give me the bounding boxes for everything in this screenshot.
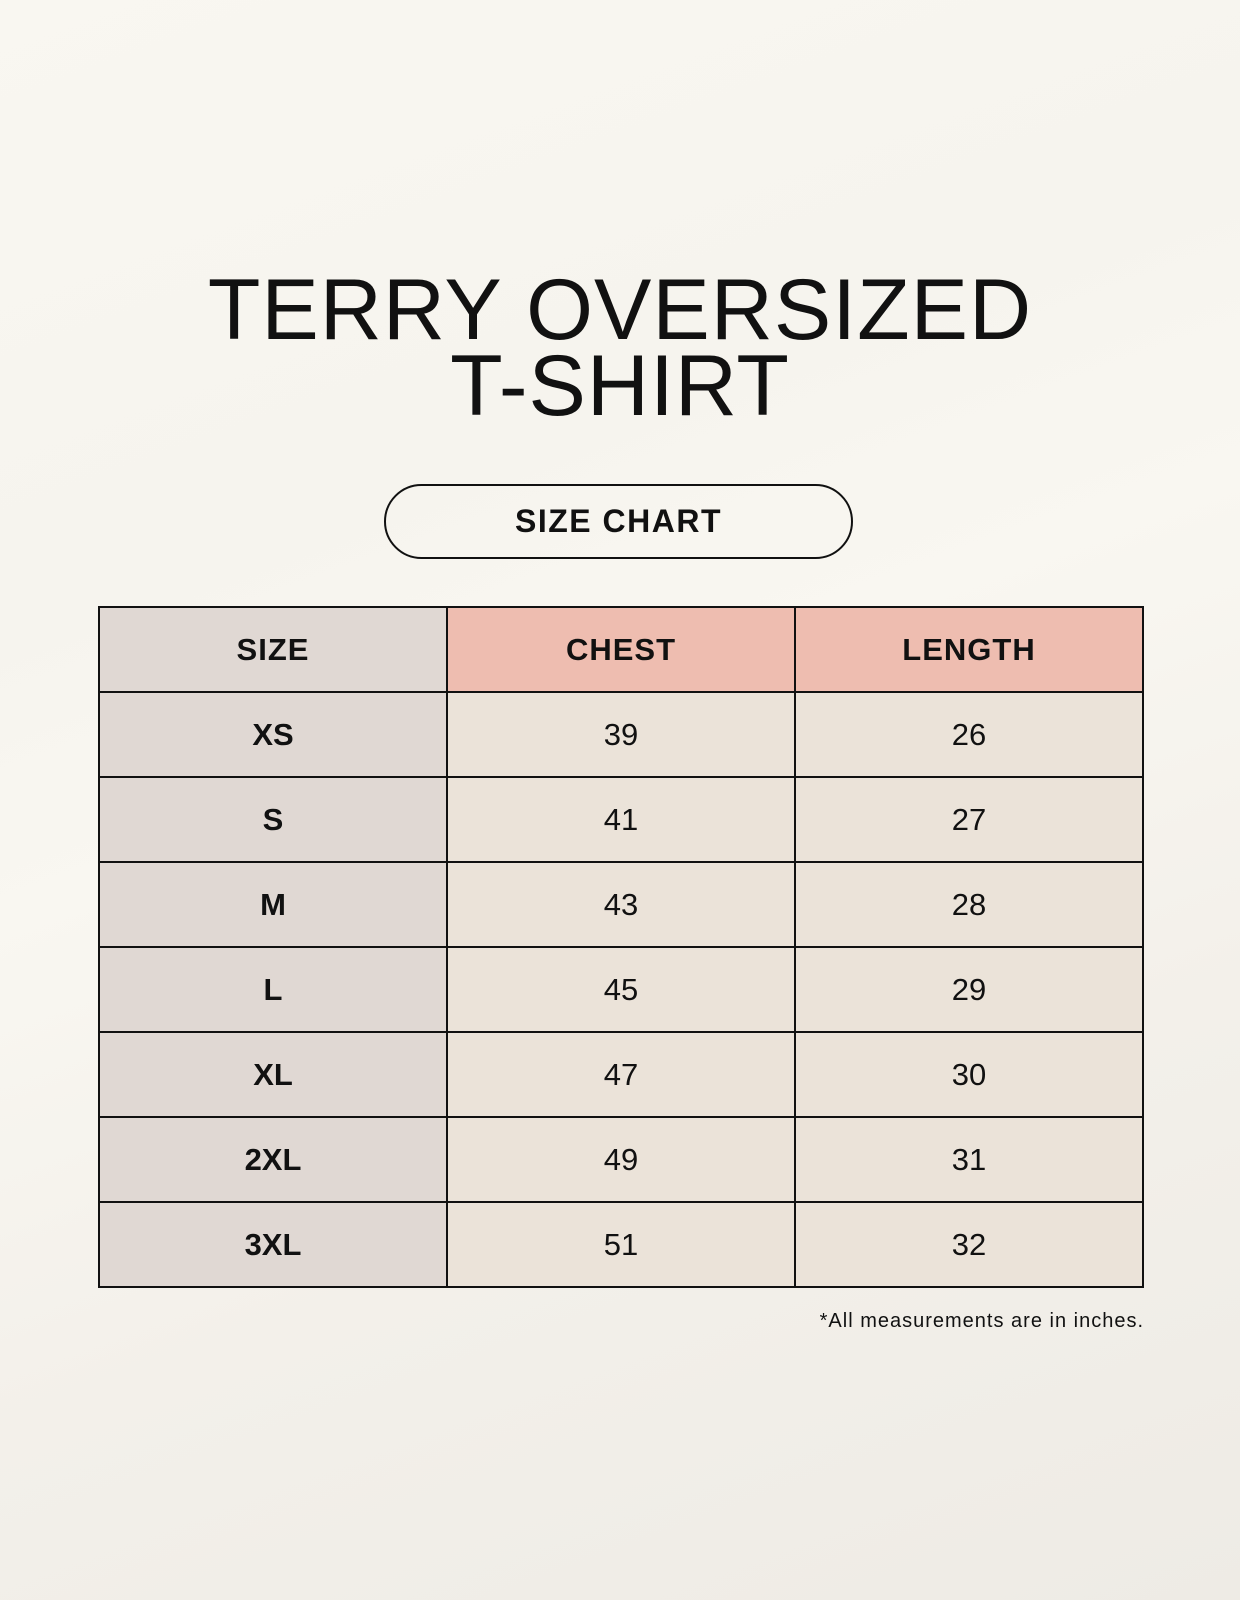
cell-length: 31 <box>794 1116 1144 1203</box>
table-row: S 41 27 <box>98 776 1144 863</box>
table-row: 3XL 51 32 <box>98 1201 1144 1288</box>
cell-chest: 45 <box>446 946 796 1033</box>
cell-size: L <box>98 946 448 1033</box>
page-title: TERRY OVERSIZED T-SHIRT <box>0 262 1240 434</box>
table-row: M 43 28 <box>98 861 1144 948</box>
cell-length: 32 <box>794 1201 1144 1288</box>
table-header-row: SIZE CHEST LENGTH <box>98 606 1144 693</box>
cell-chest: 49 <box>446 1116 796 1203</box>
table-row: L 45 29 <box>98 946 1144 1033</box>
cell-length: 28 <box>794 861 1144 948</box>
cell-size: 3XL <box>98 1201 448 1288</box>
header-length: LENGTH <box>794 606 1144 693</box>
cell-size: XS <box>98 691 448 778</box>
cell-chest: 39 <box>446 691 796 778</box>
header-size: SIZE <box>98 606 448 693</box>
table-row: XS 39 26 <box>98 691 1144 778</box>
table-row: 2XL 49 31 <box>98 1116 1144 1203</box>
cell-size: M <box>98 861 448 948</box>
cell-length: 30 <box>794 1031 1144 1118</box>
title-line-1: TERRY OVERSIZED <box>207 262 1033 358</box>
cell-size: 2XL <box>98 1116 448 1203</box>
header-chest: CHEST <box>446 606 796 693</box>
cell-size: XL <box>98 1031 448 1118</box>
cell-chest: 51 <box>446 1201 796 1288</box>
cell-length: 26 <box>794 691 1144 778</box>
cell-chest: 47 <box>446 1031 796 1118</box>
size-chart-table: SIZE CHEST LENGTH XS 39 26 S 41 27 M 43 28 L 45 29 X… <box>98 606 1144 1288</box>
size-chart-label: SIZE CHART <box>384 484 853 559</box>
cell-length: 27 <box>794 776 1144 863</box>
title-line-2: T-SHIRT <box>450 338 790 434</box>
footnote: *All measurements are in inches. <box>819 1310 1144 1332</box>
cell-chest: 41 <box>446 776 796 863</box>
cell-chest: 43 <box>446 861 796 948</box>
cell-size: S <box>98 776 448 863</box>
cell-length: 29 <box>794 946 1144 1033</box>
table-row: XL 47 30 <box>98 1031 1144 1118</box>
